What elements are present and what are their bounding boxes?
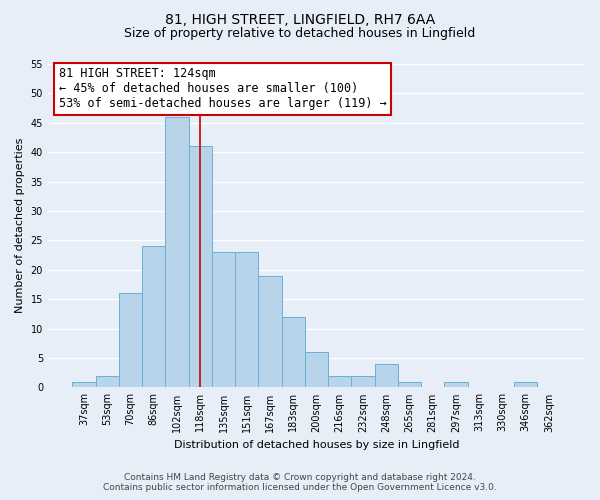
Bar: [352, 376, 374, 388]
Bar: [73, 382, 95, 388]
Bar: [259, 276, 281, 388]
Bar: [95, 376, 119, 388]
Bar: [119, 294, 142, 388]
Text: Size of property relative to detached houses in Lingfield: Size of property relative to detached ho…: [124, 28, 476, 40]
Bar: [281, 317, 305, 388]
Bar: [445, 382, 467, 388]
Bar: [212, 252, 235, 388]
X-axis label: Distribution of detached houses by size in Lingfield: Distribution of detached houses by size …: [174, 440, 459, 450]
Text: Contains HM Land Registry data © Crown copyright and database right 2024.
Contai: Contains HM Land Registry data © Crown c…: [103, 473, 497, 492]
Bar: [235, 252, 259, 388]
Bar: [305, 352, 328, 388]
Bar: [328, 376, 352, 388]
Text: 81, HIGH STREET, LINGFIELD, RH7 6AA: 81, HIGH STREET, LINGFIELD, RH7 6AA: [165, 12, 435, 26]
Bar: [374, 364, 398, 388]
Text: 81 HIGH STREET: 124sqm
← 45% of detached houses are smaller (100)
53% of semi-de: 81 HIGH STREET: 124sqm ← 45% of detached…: [59, 67, 386, 110]
Bar: [188, 146, 212, 388]
Bar: [142, 246, 166, 388]
Bar: [398, 382, 421, 388]
Bar: [514, 382, 538, 388]
Y-axis label: Number of detached properties: Number of detached properties: [15, 138, 25, 314]
Bar: [166, 117, 188, 388]
